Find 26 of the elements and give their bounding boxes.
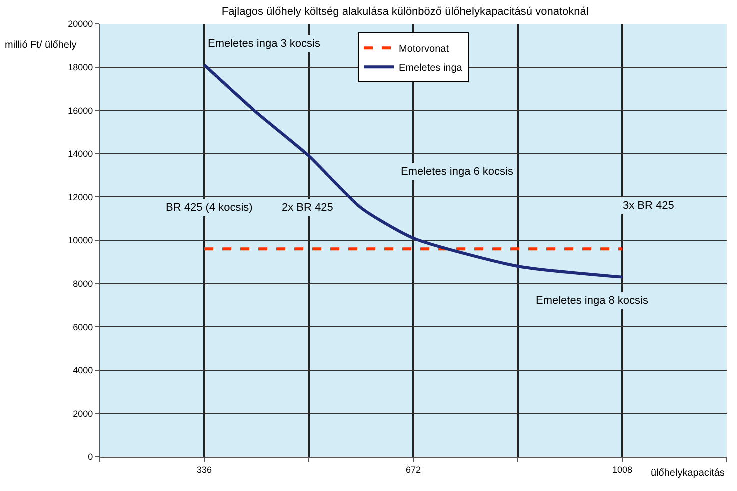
y-tick-label: 8000 <box>73 278 94 289</box>
x-tick-label: 672 <box>406 464 422 475</box>
legend-label: Motorvonat <box>399 44 450 56</box>
y-tick-label: 18000 <box>68 62 94 72</box>
annotation: 2x BR 425 <box>282 202 334 214</box>
y-tick-label: 0 <box>88 452 94 462</box>
y-tick-label: 4000 <box>73 366 94 376</box>
y-tick-label: 10000 <box>68 236 94 246</box>
x-tick-label: 1008 <box>612 464 633 475</box>
y-tick-label: 2000 <box>73 408 94 419</box>
y-tick-label: 20000 <box>68 19 94 30</box>
y-axis-title: millió Ft/ ülőhely <box>5 40 77 51</box>
annotation: Emeletes inga 6 kocsis <box>401 166 514 178</box>
annotation: Emeletes inga 3 kocsis <box>208 38 321 50</box>
chart-title: Fajlagos ülőhely költség alakulása különböző ülőhelykapacitású vonatoknál <box>222 6 589 18</box>
annotation: Emeletes inga 8 kocsis <box>536 295 649 307</box>
line-series <box>203 64 624 279</box>
y-tick-label: 6000 <box>73 322 94 332</box>
annotation: BR 425 (4 kocsis) <box>166 202 253 214</box>
y-tick-label: 12000 <box>68 192 94 202</box>
y-tick-label: 16000 <box>68 106 94 116</box>
x-tick-label: 336 <box>196 464 212 475</box>
x-axis-title: ülőhelykapacitás <box>651 468 725 479</box>
legend-label: Emeletes inga <box>399 63 463 74</box>
y-tick-label: 14000 <box>68 149 94 160</box>
annotation: 3x BR 425 <box>623 200 674 212</box>
